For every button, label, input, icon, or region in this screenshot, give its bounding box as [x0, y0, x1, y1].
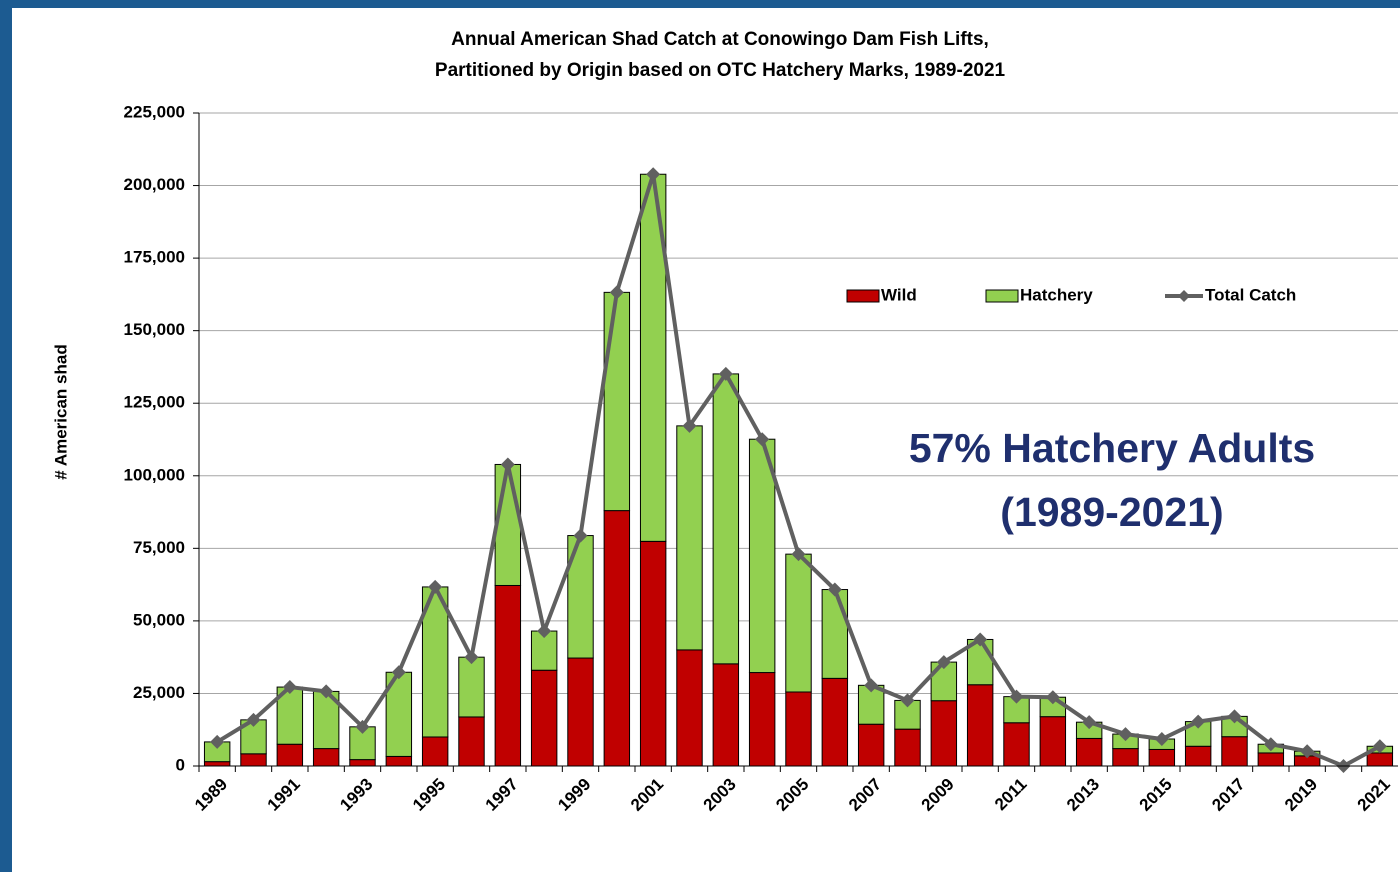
line-marker — [355, 719, 370, 734]
line-marker — [1045, 690, 1060, 705]
bar-segment — [349, 759, 376, 767]
y-tick-label: 200,000 — [124, 175, 185, 194]
y-tick-label: 25,000 — [133, 683, 185, 702]
bar-segment — [530, 669, 558, 767]
bar-segment — [1003, 722, 1030, 767]
legend-swatch — [1178, 290, 1190, 302]
bar-segment — [894, 728, 921, 767]
bar-segment — [712, 373, 740, 665]
legend-swatch — [846, 289, 880, 303]
line-marker — [682, 418, 697, 433]
line-marker — [391, 665, 406, 680]
y-axis-label: # American shad — [51, 344, 70, 479]
line-marker — [900, 693, 915, 708]
bar-segment — [458, 656, 485, 718]
line-marker — [755, 432, 770, 447]
line-marker — [1118, 727, 1133, 742]
line-marker — [464, 650, 479, 665]
line-marker — [973, 632, 988, 647]
line-marker — [1191, 714, 1206, 729]
y-tick-label: 175,000 — [124, 248, 185, 267]
bar-segment — [821, 589, 849, 679]
bar-segment — [639, 540, 667, 767]
y-tick-label: 50,000 — [133, 610, 185, 629]
bar-segment — [276, 743, 304, 767]
y-tick-label: 125,000 — [124, 393, 185, 412]
bar-segment — [1039, 716, 1067, 767]
bar-segment — [676, 649, 703, 767]
line-marker — [718, 366, 733, 381]
line-marker — [319, 684, 334, 699]
y-tick-label: 225,000 — [124, 102, 185, 121]
line-marker — [1009, 689, 1024, 704]
y-tick-label: 75,000 — [133, 538, 185, 557]
line-marker — [1263, 737, 1278, 752]
legend-label: Total Catch — [1205, 285, 1296, 304]
line-marker — [573, 528, 588, 543]
line-marker — [1372, 739, 1387, 754]
bar-segment — [1184, 745, 1212, 767]
bar-segment — [312, 748, 340, 767]
line-marker — [936, 655, 951, 670]
line-marker — [791, 547, 806, 562]
line-marker — [864, 678, 879, 693]
bar-segment — [603, 510, 631, 767]
bar-segment — [785, 691, 812, 767]
y-tick-label: 0 — [176, 755, 185, 774]
legend-label: Hatchery — [1020, 285, 1093, 304]
bar-segment — [203, 761, 231, 767]
bar-segment — [1257, 752, 1285, 767]
bar-segment — [567, 657, 594, 767]
bar-segment — [458, 716, 485, 767]
bar-segment — [712, 663, 740, 767]
line-marker — [210, 734, 225, 749]
bar-segment — [603, 291, 631, 512]
line-marker — [646, 167, 661, 182]
line-marker — [246, 712, 261, 727]
bar-segment — [857, 723, 885, 767]
line-marker — [1227, 709, 1242, 724]
bar-segment — [349, 726, 376, 761]
bar-segment — [421, 736, 449, 767]
bar-segment — [857, 684, 885, 725]
bar-segment — [1221, 736, 1248, 767]
line-marker — [500, 457, 515, 472]
bar-segment — [1148, 748, 1176, 767]
bar-segment — [1075, 737, 1103, 767]
chart-title: Annual American Shad Catch at Conowingo … — [451, 29, 989, 50]
annotation: 57% Hatchery Adults — [909, 425, 1315, 471]
bar-segment — [930, 700, 958, 767]
line-marker — [537, 624, 552, 639]
bar-segment — [966, 684, 994, 767]
chart-title: Partitioned by Origin based on OTC Hatch… — [435, 60, 1006, 81]
line-marker — [428, 579, 443, 594]
bar-segment — [748, 438, 776, 674]
bar-segment — [821, 677, 849, 767]
bar-segment — [494, 584, 522, 767]
bar-segment — [676, 425, 703, 651]
legend-swatch — [985, 289, 1019, 303]
annotation: (1989-2021) — [1000, 489, 1223, 535]
bar-segment — [785, 553, 812, 693]
line-marker — [827, 582, 842, 597]
bar-segment — [1366, 752, 1394, 767]
line-marker — [282, 680, 297, 695]
bar-segment — [494, 463, 522, 586]
legend-label: Wild — [881, 285, 917, 304]
y-tick-label: 100,000 — [124, 465, 185, 484]
bar-segment — [240, 753, 267, 767]
line-marker — [1300, 744, 1315, 759]
bar-segment — [748, 672, 776, 767]
y-tick-label: 150,000 — [124, 320, 185, 339]
line-marker — [609, 285, 624, 300]
bar-segment — [385, 755, 413, 767]
line-marker — [1082, 715, 1097, 730]
bar-segment — [1112, 748, 1139, 767]
line-marker — [1154, 732, 1169, 747]
